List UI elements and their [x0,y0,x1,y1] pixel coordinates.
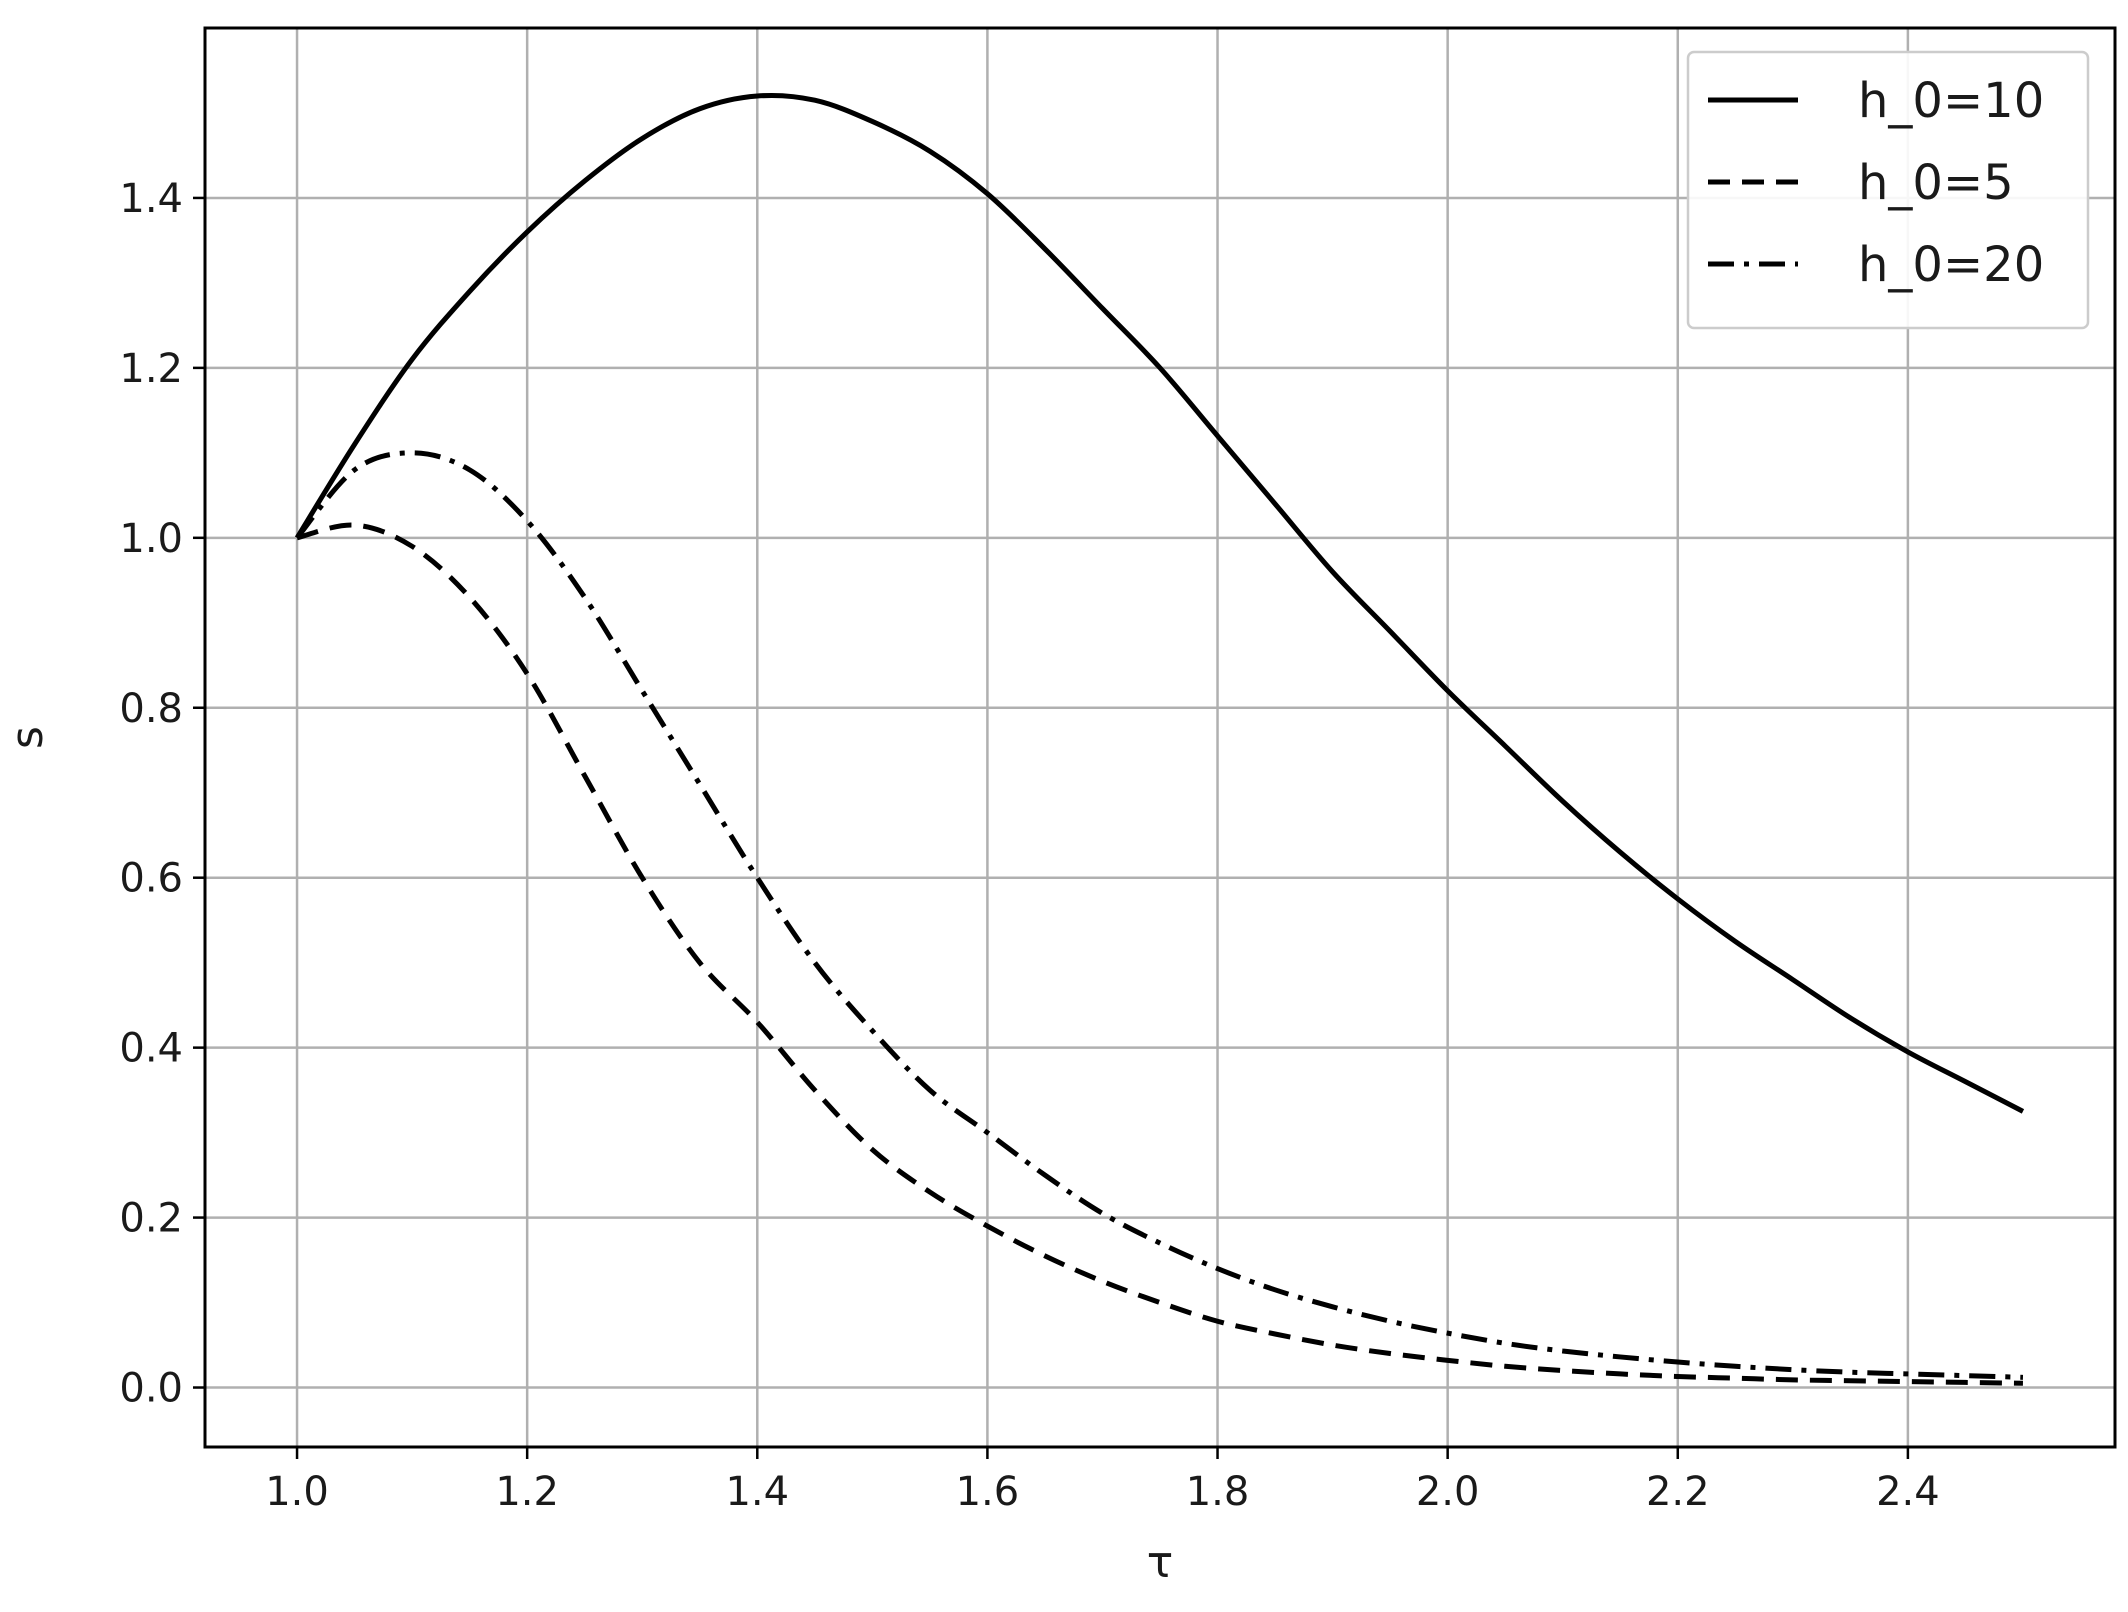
x-tick-label: 1.2 [495,1469,559,1515]
x-axis-label: τ [1147,1537,1174,1588]
x-tick-label: 1.8 [1186,1469,1250,1515]
y-tick-label: 0.0 [119,1366,183,1412]
y-tick-label: 1.0 [119,516,183,562]
x-tick-label: 2.2 [1646,1469,1710,1515]
legend-label: h_0=10 [1858,73,2044,129]
x-tick-label: 1.6 [956,1469,1020,1515]
series-group [294,92,2025,1386]
y-tick-label: 1.4 [119,176,183,222]
y-tick-label: 1.2 [119,346,183,392]
legend-label: h_0=20 [1858,237,2044,293]
legend-label: h_0=5 [1858,155,2014,211]
x-tick-label: 2.4 [1876,1469,1940,1515]
legend: h_0=10 h_0=5 h_0=20 [1686,50,2090,330]
y-tick-label: 0.6 [119,856,183,902]
x-tick-label: 1.4 [725,1469,789,1515]
plot-frame [203,26,2117,1449]
x-tick-label: 2.0 [1416,1469,1480,1515]
y-tick-label: 0.4 [119,1026,183,1072]
ticks: 1.0 1.2 1.4 1.6 1.8 2.0 2.2 2.4 0.0 0.2 0.4 0.6 0.8 1… [119,176,1939,1515]
series-line-0 [294,92,2025,1114]
y-tick-label: 0.2 [119,1196,183,1242]
series-line-2 [295,450,2024,1380]
y-axis-label: s [2,726,53,749]
legend-box [1686,50,2090,330]
y-tick-label: 0.8 [119,686,183,732]
x-tick-label: 1.0 [265,1469,329,1515]
series-line-1 [296,522,2023,1386]
